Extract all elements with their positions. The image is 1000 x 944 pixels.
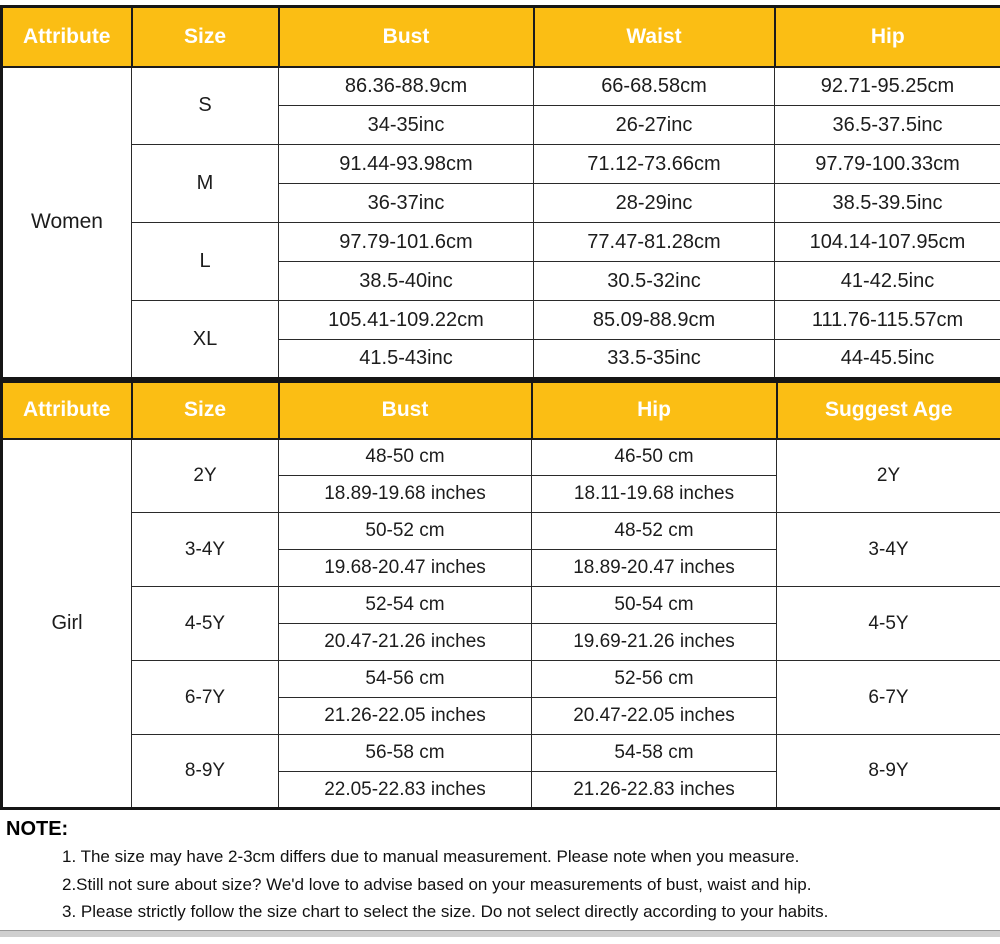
- size-cell: M: [131, 144, 279, 223]
- hip-cm-cell: 52-56 cm: [531, 660, 777, 698]
- bust-cm-cell: 97.79-101.6cm: [278, 222, 534, 262]
- bust-inc-cell: 34-35inc: [278, 105, 534, 145]
- size-cell: 3-4Y: [131, 512, 279, 587]
- waist-cm-cell: 66-68.58cm: [533, 66, 775, 106]
- table-row: 41.5-43inc 33.5-35inc 44-45.5inc: [2, 339, 1000, 379]
- waist-inc-cell: 28-29inc: [533, 183, 775, 223]
- bust-inches-cell: 20.47-21.26 inches: [278, 623, 532, 661]
- hip-cm-cell: 46-50 cm: [531, 438, 777, 476]
- women-header-hip: Hip: [773, 5, 1000, 68]
- table-row: 22.05-22.83 inches 21.26-22.83 inches: [2, 771, 1000, 809]
- size-cell: 8-9Y: [131, 734, 279, 809]
- suggest-age-cell: 6-7Y: [776, 660, 1000, 735]
- girl-header-bust: Bust: [277, 380, 533, 440]
- hip-inches-cell: 21.26-22.83 inches: [531, 771, 777, 809]
- bust-inches-cell: 22.05-22.83 inches: [278, 771, 532, 809]
- suggest-age-cell: 2Y: [776, 438, 1000, 513]
- hip-inc-cell: 44-45.5inc: [774, 339, 1000, 379]
- waist-inc-cell: 26-27inc: [533, 105, 775, 145]
- bust-cm-cell: 105.41-109.22cm: [278, 300, 534, 340]
- women-size-table: Attribute Size Bust Waist Hip Women S 86…: [0, 5, 1000, 380]
- bust-cm-cell: 91.44-93.98cm: [278, 144, 534, 184]
- table-row: 3-4Y 50-52 cm 48-52 cm 3-4Y: [2, 512, 1000, 587]
- girl-header-size: Size: [130, 380, 280, 440]
- hip-inches-cell: 20.47-22.05 inches: [531, 697, 777, 735]
- table-row: 21.26-22.05 inches 20.47-22.05 inches: [2, 697, 1000, 735]
- women-header-size: Size: [130, 5, 280, 68]
- women-header-waist: Waist: [532, 5, 776, 68]
- note-item: 1. The size may have 2-3cm differs due t…: [62, 847, 800, 866]
- bust-cm-cell: 56-58 cm: [278, 734, 532, 772]
- girl-size-table: Attribute Size Bust Hip Suggest Age Girl…: [0, 380, 1000, 810]
- hip-cm-cell: 54-58 cm: [531, 734, 777, 772]
- size-cell: XL: [131, 300, 279, 379]
- hip-cm-cell: 104.14-107.95cm: [774, 222, 1000, 262]
- size-cell: 6-7Y: [131, 660, 279, 735]
- waist-cm-cell: 71.12-73.66cm: [533, 144, 775, 184]
- note-item: 3. Please strictly follow the size chart…: [62, 902, 829, 922]
- bottom-border-strip: [0, 929, 1000, 937]
- suggest-age-cell: 3-4Y: [776, 512, 1000, 587]
- bust-cm-cell: 86.36-88.9cm: [278, 66, 534, 106]
- bust-inches-cell: 21.26-22.05 inches: [278, 697, 532, 735]
- note-title: NOTE:: [6, 818, 69, 840]
- size-cell: L: [131, 222, 279, 301]
- table-row: M 91.44-93.98cm 71.12-73.66cm 97.79-100.…: [2, 144, 1000, 223]
- note-section: NOTE: 1. The size may have 2-3cm differs…: [0, 810, 1000, 926]
- table-row: Women S 86.36-88.9cm 66-68.58cm 92.71-95…: [1, 66, 1000, 379]
- bust-inc-cell: 36-37inc: [278, 183, 534, 223]
- size-cell: 2Y: [131, 438, 279, 513]
- bust-inches-cell: 19.68-20.47 inches: [278, 549, 532, 587]
- table-row: 20.47-21.26 inches 19.69-21.26 inches: [2, 623, 1000, 661]
- bust-cm-cell: 54-56 cm: [278, 660, 532, 698]
- table-row: 4-5Y 52-54 cm 50-54 cm 4-5Y: [2, 586, 1000, 661]
- women-attribute-cell: Women: [1, 66, 132, 379]
- table-row: 38.5-40inc 30.5-32inc 41-42.5inc: [2, 261, 1000, 301]
- girl-header-row: Attribute Size Bust Hip Suggest Age: [0, 380, 1000, 440]
- girl-header-attribute: Attribute: [0, 380, 133, 440]
- suggest-age-cell: 8-9Y: [776, 734, 1000, 809]
- waist-cm-cell: 77.47-81.28cm: [533, 222, 775, 262]
- hip-inc-cell: 41-42.5inc: [774, 261, 1000, 301]
- bust-cm-cell: 50-52 cm: [278, 512, 532, 550]
- hip-inc-cell: 38.5-39.5inc: [774, 183, 1000, 223]
- hip-inches-cell: 18.11-19.68 inches: [531, 475, 777, 513]
- hip-inc-cell: 36.5-37.5inc: [774, 105, 1000, 145]
- hip-inches-cell: 18.89-20.47 inches: [531, 549, 777, 587]
- girl-attribute-cell: Girl: [1, 438, 132, 809]
- hip-cm-cell: 48-52 cm: [531, 512, 777, 550]
- girl-header-suggest-age: Suggest Age: [775, 380, 1000, 440]
- women-header-attribute: Attribute: [0, 5, 133, 68]
- table-row: 6-7Y 54-56 cm 52-56 cm 6-7Y: [2, 660, 1000, 735]
- size-cell: 4-5Y: [131, 586, 279, 661]
- table-row: Girl 2Y 48-50 cm 46-50 cm 2Y: [1, 438, 1000, 809]
- size-cell: S: [131, 66, 279, 145]
- table-row: XL 105.41-109.22cm 85.09-88.9cm 111.76-1…: [2, 300, 1000, 379]
- hip-cm-cell: 92.71-95.25cm: [774, 66, 1000, 106]
- women-header-bust: Bust: [277, 5, 535, 68]
- bust-inc-cell: 38.5-40inc: [278, 261, 534, 301]
- women-header-row: Attribute Size Bust Waist Hip: [0, 5, 1000, 68]
- suggest-age-cell: 4-5Y: [776, 586, 1000, 661]
- waist-inc-cell: 33.5-35inc: [533, 339, 775, 379]
- waist-cm-cell: 85.09-88.9cm: [533, 300, 775, 340]
- bust-inches-cell: 18.89-19.68 inches: [278, 475, 532, 513]
- table-row: 8-9Y 56-58 cm 54-58 cm 8-9Y: [2, 734, 1000, 809]
- bust-cm-cell: 52-54 cm: [278, 586, 532, 624]
- hip-inches-cell: 19.69-21.26 inches: [531, 623, 777, 661]
- girl-header-hip: Hip: [530, 380, 778, 440]
- hip-cm-cell: 50-54 cm: [531, 586, 777, 624]
- waist-inc-cell: 30.5-32inc: [533, 261, 775, 301]
- note-item: 2.Still not sure about size? We'd love t…: [62, 874, 812, 894]
- bust-cm-cell: 48-50 cm: [278, 438, 532, 476]
- hip-cm-cell: 97.79-100.33cm: [774, 144, 1000, 184]
- table-row: 18.89-19.68 inches 18.11-19.68 inches: [2, 475, 1000, 513]
- table-row: L 97.79-101.6cm 77.47-81.28cm 104.14-107…: [2, 222, 1000, 301]
- bust-inc-cell: 41.5-43inc: [278, 339, 534, 379]
- hip-cm-cell: 111.76-115.57cm: [774, 300, 1000, 340]
